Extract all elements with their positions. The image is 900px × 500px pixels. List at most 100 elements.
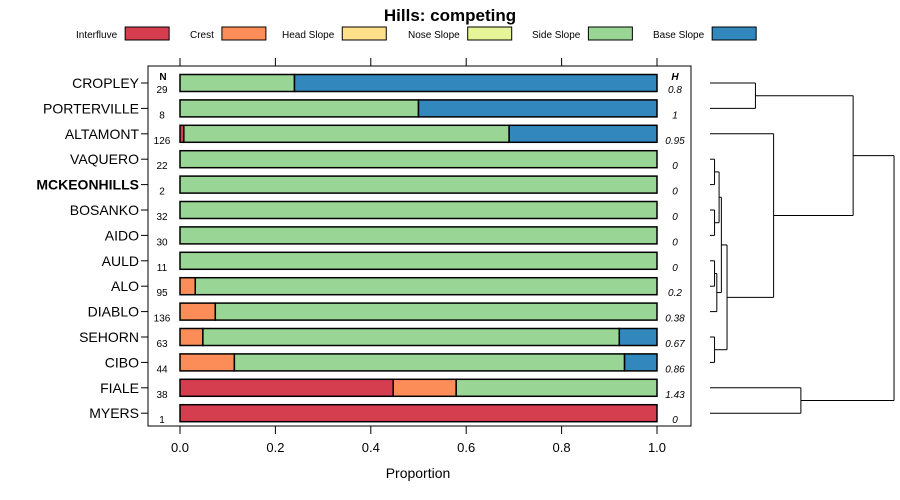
legend-swatch	[467, 26, 513, 41]
row-label: CIBO	[105, 354, 139, 370]
row-h-value: 0	[672, 263, 678, 274]
row-n-value: 95	[156, 288, 168, 299]
row-n-value: 38	[156, 390, 168, 401]
bar-row-alo: ALO 95 0.2	[111, 276, 682, 299]
row-label: PORTERVILLE	[43, 100, 139, 116]
legend-label: Side Slope	[532, 30, 581, 41]
bar-segment-side-slope	[179, 175, 658, 194]
bar-segment-interfluve	[179, 403, 658, 423]
row-h-value: 0.86	[665, 364, 685, 375]
row-label: ALO	[111, 278, 139, 294]
row-h-value: 0	[672, 161, 678, 172]
bar-segment-side-slope	[179, 251, 658, 271]
row-n-value: 2	[159, 187, 165, 198]
row-n-value: 44	[156, 364, 168, 375]
legend-item-head-slope: Head Slope	[282, 26, 387, 41]
chart-title: Hills: competing	[384, 6, 516, 25]
bar-segment-side-slope	[179, 73, 296, 93]
row-label: BOSANKO	[70, 202, 139, 218]
x-tick-label: 0.4	[362, 440, 380, 455]
row-h-value: 0.8	[668, 85, 682, 96]
row-label: CROPLEY	[72, 75, 140, 91]
row-label: SEHORN	[79, 329, 139, 345]
bar-segment-base-slope	[293, 73, 658, 93]
bar-segment-crest	[392, 378, 457, 398]
bar-segment-side-slope	[179, 149, 658, 169]
legend-swatch	[124, 26, 170, 41]
row-label: AULD	[102, 253, 139, 269]
row-n-value: 29	[156, 85, 168, 96]
x-tick-label: 1.0	[648, 440, 666, 455]
row-h-value: 0	[672, 212, 678, 223]
bar-segment-side-slope	[194, 276, 658, 296]
legend-swatch	[341, 26, 387, 41]
legend-item-crest: Crest	[190, 26, 267, 41]
bar-row-aido: AIDO 30 0	[105, 226, 678, 248]
n-header: N	[159, 72, 166, 83]
plot-area: N H 0.0 0.2 0.4 0.6 0.8 1.0 CROPLEY 29 0.8 PORTERVI…	[36, 58, 692, 455]
row-n-value: 11	[157, 263, 168, 274]
row-n-value: 126	[154, 136, 171, 147]
row-h-value: 0.2	[668, 288, 682, 299]
row-label: ALTAMONT	[65, 126, 140, 142]
bar-segment-base-slope	[508, 124, 658, 144]
legend-label: Nose Slope	[408, 30, 460, 41]
bar-row-porterville: PORTERVILLE 8 1	[43, 99, 678, 121]
h-header: H	[671, 72, 679, 83]
bar-row-bosanko: BOSANKO 32 0	[70, 200, 678, 223]
row-n-value: 32	[156, 212, 168, 223]
bar-segment-interfluve	[179, 378, 394, 398]
row-h-value: 0.95	[665, 136, 685, 147]
row-h-value: 1	[672, 110, 678, 121]
legend-label: Head Slope	[282, 30, 335, 41]
bar-row-diablo: DIABLO 136 0.38	[88, 302, 685, 325]
bar-row-cropley: CROPLEY 29 0.8	[72, 73, 682, 96]
bar-segment-side-slope	[179, 226, 658, 245]
dendrogram	[710, 82, 895, 414]
bar-segment-side-slope	[179, 200, 658, 220]
row-label: AIDO	[105, 227, 139, 243]
legend-item-side-slope: Side Slope	[532, 26, 633, 41]
legend: Interfluve Crest Head Slope Nose Slope Side …	[76, 26, 757, 41]
bar-segment-base-slope	[417, 99, 658, 118]
row-n-value: 136	[154, 314, 171, 325]
legend-item-base-slope: Base Slope	[653, 26, 757, 41]
bar-row-vaquero: VAQUERO 22 0	[70, 149, 678, 172]
x-axis-label: Proportion	[386, 465, 451, 481]
row-n-value: 63	[156, 339, 168, 350]
x-tick-label: 0.0	[171, 440, 189, 455]
x-tick-label: 0.8	[553, 440, 571, 455]
bar-segment-side-slope	[455, 378, 658, 398]
legend-item-nose-slope: Nose Slope	[408, 26, 513, 41]
bar-segment-crest	[179, 276, 197, 296]
bar-segment-crest	[179, 353, 236, 372]
bar-segment-crest	[179, 302, 217, 321]
row-label: VAQUERO	[70, 151, 139, 167]
legend-label: Interfluve	[76, 30, 118, 41]
bar-segment-side-slope	[214, 302, 658, 321]
row-h-value: 0	[672, 415, 678, 426]
bar-row-sehorn: SEHORN 63 0.67	[79, 327, 685, 350]
row-h-value: 0	[672, 187, 678, 198]
legend-swatch	[587, 26, 633, 41]
legend-label: Crest	[190, 30, 214, 41]
bar-row-cibo: CIBO 44 0.86	[105, 353, 685, 375]
bar-row-myers: MYERS 1 0	[89, 403, 678, 426]
bar-row-fiale: FIALE 38 1.43	[100, 378, 685, 401]
bar-segment-base-slope	[623, 353, 658, 372]
bar-row-altamont: ALTAMONT 126 0.95	[65, 124, 685, 147]
row-h-value: 0.38	[665, 314, 685, 325]
row-label: MYERS	[89, 405, 139, 421]
row-h-value: 1.43	[665, 390, 685, 401]
bar-segment-side-slope	[179, 99, 420, 118]
row-n-value: 30	[156, 237, 168, 248]
row-label: FIALE	[100, 380, 139, 396]
bar-row-mckeonhills: MCKEONHILLS 2 0	[36, 175, 678, 198]
legend-item-interfluve: Interfluve	[76, 26, 170, 41]
bar-segment-side-slope	[183, 124, 510, 144]
row-h-value: 0.67	[665, 339, 685, 350]
x-tick-label: 0.2	[266, 440, 284, 455]
bar-segment-base-slope	[618, 327, 658, 347]
row-n-value: 8	[159, 110, 165, 121]
